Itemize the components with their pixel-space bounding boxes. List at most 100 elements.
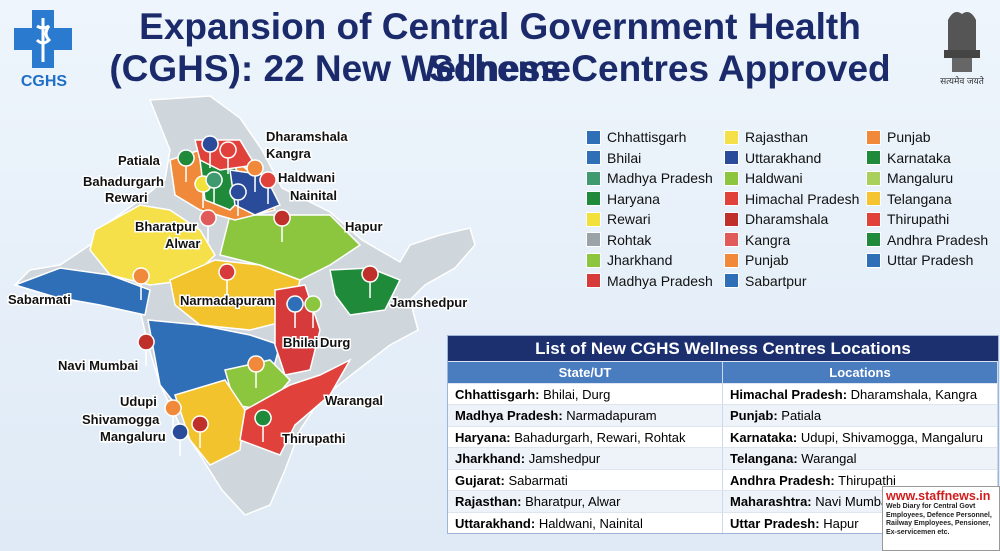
legend-item: Rajasthan	[724, 127, 859, 148]
legend-item: Thirupathi	[866, 209, 988, 230]
table-row: Uttarakhand: Haldwani, Nainital Uttar Pra…	[448, 511, 998, 533]
legend-column: Chhattisgarh Bhilai Madhya Pradesh Haryana R…	[586, 127, 713, 291]
legend-item: Sabartpur	[724, 271, 859, 292]
legend-item: Himachal Pradesh	[724, 189, 859, 210]
legend-item: Punjab	[724, 250, 859, 271]
map-label: Bharatpur	[135, 219, 197, 234]
legend-column: Punjab Karnataka Mangaluru Telangana Thirupa…	[866, 127, 988, 271]
legend-swatch	[586, 129, 601, 145]
state-name: Uttarakhand:	[455, 515, 536, 531]
state-name: Rajasthan:	[455, 494, 522, 509]
legend-label: Uttar Pradesh	[887, 252, 974, 269]
watermark: www.staffnews.in Web Diary for Central G…	[882, 486, 1000, 551]
legend-swatch	[866, 232, 881, 248]
state-name: Punjab:	[730, 408, 778, 423]
legend-swatch	[586, 191, 601, 207]
map-label: Dharamshala	[266, 129, 348, 144]
table-cell: Himachal Pradesh: Dharamshala, Kangra	[723, 382, 998, 404]
map-label: Kangra	[266, 146, 312, 161]
table-cell: Uttarakhand: Haldwani, Nainital	[448, 511, 723, 533]
legend-label: Kangra	[745, 231, 791, 248]
table-cell: Telangana: Warangal	[723, 447, 998, 469]
legend-swatch	[866, 211, 881, 227]
legend-swatch	[866, 252, 881, 268]
locations: Narmadapuram	[566, 408, 657, 423]
legend-swatch	[586, 232, 601, 248]
legend-item: Telangana	[866, 189, 988, 210]
map-label: Shivamogga	[82, 412, 160, 427]
table-row: Chhattisgarh: Bhilai, Durg Himachal Prade…	[448, 382, 998, 404]
legend-label: Jharkhand	[607, 252, 673, 269]
locations: Warangal	[801, 451, 857, 466]
map-label: Warangal	[325, 393, 383, 408]
map-label: Rewari	[105, 190, 148, 205]
legend-label: Karnataka	[887, 149, 951, 166]
map-label: Mangaluru	[100, 429, 166, 444]
state-name: Gujarat:	[455, 472, 505, 488]
legend-label: Andhra Pradesh	[887, 231, 989, 248]
legend-label: Haryana	[607, 190, 660, 207]
legend-label: Sabartpur	[745, 272, 807, 289]
legend-item: Karnataka	[866, 148, 988, 169]
legend-label: Uttarakhand	[745, 149, 822, 166]
legend-item: Andhra Pradesh	[866, 230, 988, 251]
state-name: Haryana:	[455, 429, 511, 445]
map-labels: Dharamshala Kangra Patiala Bahadurgarh R…	[7, 128, 469, 448]
state-name: Karnataka:	[730, 429, 798, 445]
table-cell: Jharkhand: Jamshedpur	[448, 447, 723, 469]
table-cell: Gujarat: Sabarmati	[448, 468, 723, 490]
legend-item: Jharkhand	[586, 250, 713, 271]
legend-label: Thirupathi	[887, 211, 950, 228]
title-line: (CGHS): 22 New Wellness Centres Approved	[109, 48, 891, 89]
locations: Dharamshala, Kangra	[850, 386, 978, 402]
table-row: Madhya Pradesh: Narmadapuram Punjab: Pati…	[448, 404, 998, 426]
locations: Hapur	[823, 515, 859, 531]
map-label: Bhilai	[283, 335, 318, 350]
legend-swatch	[586, 252, 601, 268]
state-name: Telangana:	[730, 451, 798, 466]
locations: Patiala	[781, 408, 822, 423]
legend-swatch	[586, 273, 601, 289]
legend-item: Haryana	[586, 189, 713, 210]
cghs-logo: CGHS	[14, 10, 72, 90]
legend-label: Dharamshala	[745, 211, 829, 228]
legend-item: Rewari	[586, 209, 713, 230]
legend-label: Haldwani	[745, 170, 803, 187]
india-map	[12, 95, 476, 516]
table-header: State/UT Locations	[448, 361, 998, 383]
legend-swatch	[586, 211, 601, 227]
locations: Bahadurgarh, Rewari, Rohtak	[514, 429, 686, 445]
legend-swatch	[866, 150, 881, 166]
legend-swatch	[724, 232, 739, 248]
legend-swatch	[866, 129, 881, 145]
legend-item: Bhilai	[586, 148, 713, 169]
legend-swatch	[724, 211, 739, 227]
table-cell: Madhya Pradesh: Narmadapuram	[448, 404, 723, 426]
legend-label: Punjab	[887, 129, 931, 146]
legend-swatch	[724, 170, 739, 186]
map-pins	[132, 135, 379, 457]
locations: Navi Mumbai	[815, 494, 892, 509]
watermark-tagline: Web Diary for Central Govt Employees, De…	[886, 503, 992, 536]
table-cell: Andhra Pradesh: Thirupathi	[723, 468, 998, 490]
table-cell: Maharashtra: Navi Mumbai	[723, 490, 998, 512]
legend-swatch	[724, 150, 739, 166]
state-name: Uttar Pradesh:	[730, 515, 820, 531]
legend-item: Kangra	[724, 230, 859, 251]
legend-label: Punjab	[745, 252, 789, 269]
legend-item: Uttarakhand	[724, 148, 859, 169]
legend-item: Mangaluru	[866, 168, 988, 189]
legend-column: Rajasthan Uttarakhand Haldwani Himachal Pra…	[724, 127, 859, 291]
legend-item: Chhattisgarh	[586, 127, 713, 148]
table-cell: Karnataka: Udupi, Shivamogga, Mangaluru	[723, 425, 998, 447]
legend-item: Haldwani	[724, 168, 859, 189]
legend-item: Uttar Pradesh	[866, 250, 988, 271]
legend-label: Himachal Pradesh	[745, 190, 860, 207]
legend-label: Bhilai	[607, 149, 642, 166]
locations: Thirupathi	[838, 472, 896, 488]
legend-label: Rohtak	[607, 231, 652, 248]
legend-item: Punjab	[866, 127, 988, 148]
legend-label: Mangaluru	[887, 170, 954, 187]
state-name: Chhattisgarh:	[455, 386, 540, 402]
